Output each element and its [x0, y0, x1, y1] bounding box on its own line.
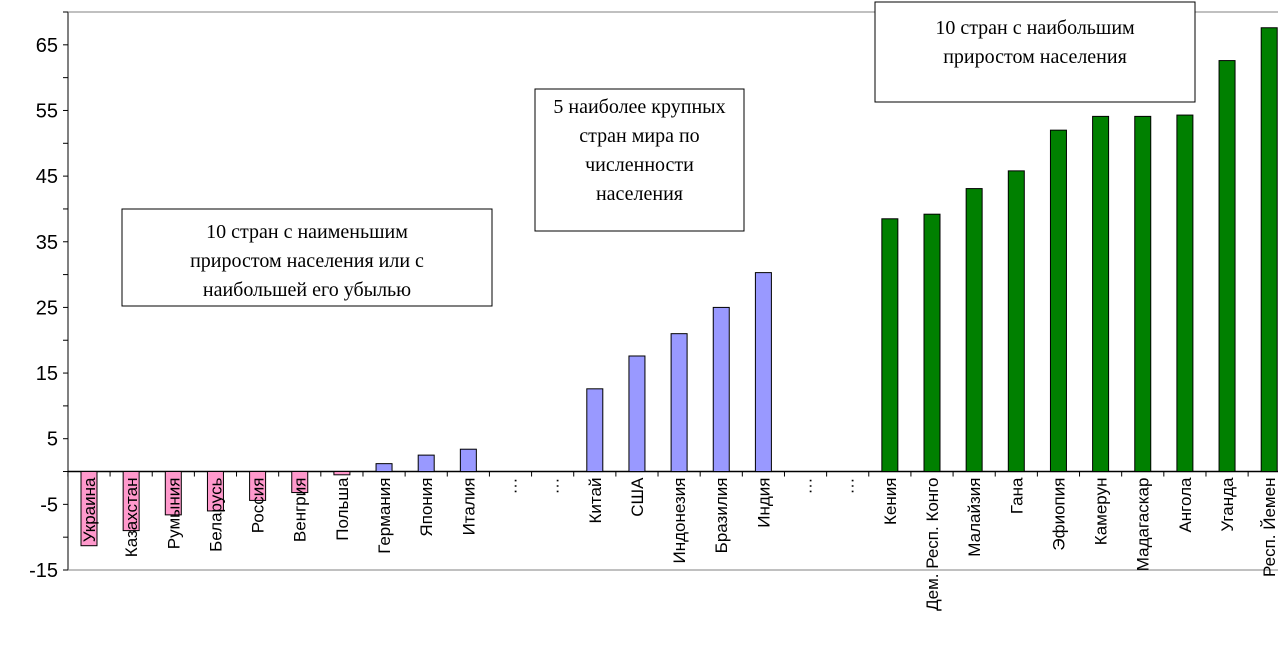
bar	[629, 356, 645, 472]
y-axis-ticks: -15 -5 5 15 25 35 45 55 65	[29, 12, 68, 582]
bar	[460, 449, 476, 471]
bar	[713, 307, 729, 471]
category-label: Мадагаскар	[1134, 478, 1153, 572]
category-label: Румыния	[164, 478, 183, 550]
y-tick-label: 65	[36, 35, 58, 57]
category-label: Индия	[754, 478, 773, 528]
annotation-text: стран мира по	[579, 125, 699, 147]
bar	[1093, 116, 1109, 471]
bar	[1050, 130, 1066, 471]
annotation-text: приростом населения	[943, 46, 1127, 68]
annotation-text: населения	[596, 183, 683, 205]
y-tick-label: -15	[29, 560, 58, 582]
category-label: …	[797, 478, 816, 495]
category-label: Камерун	[1092, 478, 1111, 546]
annotation-text: 5 наиболее крупных	[553, 96, 725, 118]
y-tick-label: 45	[36, 166, 58, 188]
category-label: Украина	[80, 477, 99, 542]
bar	[924, 214, 940, 471]
bar	[671, 334, 687, 472]
category-label: США	[628, 477, 647, 517]
bar	[376, 464, 392, 472]
annotation-text: приростом населения или с	[190, 250, 424, 272]
category-label: Малайзия	[965, 478, 984, 557]
category-label: Италия	[459, 478, 478, 536]
category-label: Польша	[333, 477, 352, 541]
category-label: …	[839, 478, 858, 495]
y-tick-label: 5	[47, 429, 58, 451]
category-label: Германия	[375, 478, 394, 554]
category-label: Дем. Респ. Конго	[923, 478, 942, 611]
y-tick-label: 25	[36, 297, 58, 319]
category-label: Беларусь	[206, 477, 225, 551]
bar	[418, 455, 434, 471]
annotation-text: 10 стран с наибольшим	[935, 17, 1135, 39]
annotation-text: численности	[585, 154, 694, 176]
category-labels: Украина Казахстан Румыния Беларусь Россия Вен…	[80, 477, 1278, 611]
category-label: Китай	[586, 478, 605, 524]
bar	[587, 389, 603, 472]
category-label: Япония	[417, 478, 436, 537]
category-label: …	[544, 478, 563, 495]
category-label: Гана	[1007, 477, 1026, 514]
annotation-text: 10 стран с наименьшим	[206, 221, 408, 243]
bar	[1135, 116, 1151, 471]
bar	[755, 273, 771, 472]
bar	[1219, 61, 1235, 472]
category-label: Респ. Йемен	[1260, 478, 1278, 577]
category-label: Россия	[249, 478, 268, 534]
category-label: Венгрия	[291, 478, 310, 543]
bar	[1008, 171, 1024, 472]
category-label: Казахстан	[122, 478, 141, 558]
y-tick-label: 15	[36, 363, 58, 385]
bar	[1261, 28, 1277, 472]
annotations: 10 стран с наименьшим приростом населения…	[122, 2, 1195, 306]
category-label: Индонезия	[670, 478, 689, 564]
category-label: Кения	[881, 478, 900, 525]
y-tick-label: -5	[40, 494, 58, 516]
category-label: Ангола	[1176, 477, 1195, 533]
bar	[334, 472, 350, 475]
category-label: Эфиопия	[1049, 478, 1068, 551]
y-tick-label: 35	[36, 232, 58, 254]
y-tick-label: 55	[36, 100, 58, 122]
category-label: …	[502, 478, 521, 495]
category-label: Бразилия	[712, 478, 731, 554]
bar	[882, 219, 898, 472]
bar	[1177, 115, 1193, 471]
bar	[966, 189, 982, 472]
annotation-text: наибольшей его убылью	[203, 279, 411, 301]
category-label: Уганда	[1218, 477, 1237, 532]
